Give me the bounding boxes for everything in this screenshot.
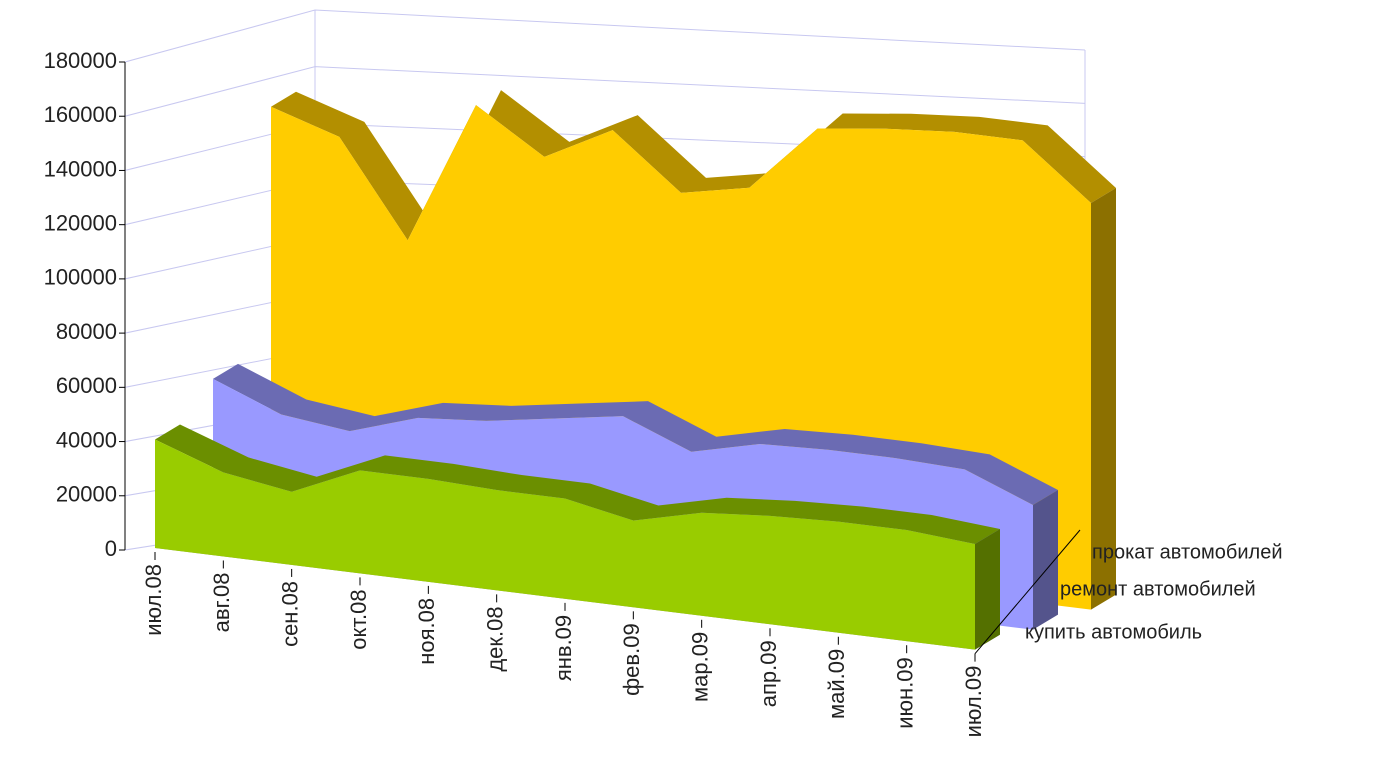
grid-line [124,9,1086,63]
x-tick-label: авг.08 [209,572,234,632]
y-tick-label: 80000 [56,319,117,344]
y-tick-label: 180000 [44,48,117,73]
area-top [155,424,1000,544]
area [155,439,975,650]
y-tick-label: 100000 [44,265,117,290]
area-side [1091,188,1116,610]
area-side [1033,489,1058,630]
x-tick-label: фев.09 [619,623,644,696]
area-side [975,528,1000,650]
x-tick-label: май.09 [824,649,849,719]
y-tick-label: 40000 [56,427,117,452]
depth-label: прокат автомобилей [1092,541,1283,563]
y-tick-label: 140000 [44,156,117,181]
area-top [271,90,1116,241]
grid-line [124,66,1086,117]
x-tick-label: июл.08 [141,564,166,636]
x-tick-label: окт.08 [346,589,371,649]
x-tick-label: дек.08 [482,606,507,671]
depth-axis [974,529,1081,655]
x-tick-label: мар.09 [687,632,712,702]
y-tick-label: 120000 [44,210,117,235]
x-tick-label: ноя.08 [414,598,439,665]
y-tick-label: 160000 [44,102,117,127]
x-tick-label: июл.09 [961,666,986,738]
x-tick-label: апр.09 [756,640,781,707]
y-tick-label: 20000 [56,482,117,507]
depth-label: ремонт автомобилей [1060,578,1256,600]
y-tick-label: 0 [105,536,117,561]
depth-label: купить автомобиль [1025,621,1202,643]
x-tick-label: июн.09 [892,657,917,729]
x-tick-label: сен.08 [277,581,302,647]
y-tick-label: 60000 [56,373,117,398]
x-tick-label: янв.09 [551,615,576,681]
